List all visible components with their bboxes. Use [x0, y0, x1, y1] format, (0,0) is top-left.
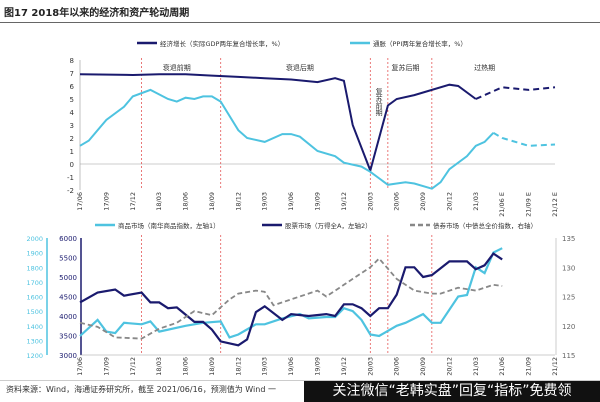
forecast-line: [475, 86, 556, 100]
watermark-banner: 关注微信“老韩实盘”回复“指标”免费领: [304, 381, 600, 402]
y-tick-label: 8: [70, 57, 74, 65]
x-tick-label: 18/06: [182, 357, 190, 376]
y-tick-label: 4: [70, 109, 75, 117]
y-tick-label-left2: 4000: [59, 313, 77, 321]
legend-label: 股票市场（万得全A，左轴2）: [285, 221, 372, 230]
y-tick-label: 3: [70, 122, 74, 130]
series-line: [79, 247, 503, 339]
x-tick-label: 17/06: [76, 357, 84, 376]
x-tick-label: 19/09: [314, 192, 322, 211]
x-tick-label: 17/06: [76, 192, 84, 211]
y-tick-label-right: 130: [562, 264, 575, 272]
x-tick-label: 17/12: [129, 357, 137, 376]
y-tick-label-left1: 1200: [26, 352, 43, 360]
y-tick-label-left2: 5500: [59, 255, 77, 263]
x-tick-label: 18/09: [208, 357, 216, 376]
series-line: [79, 88, 495, 190]
y-tick-label-left1: 1400: [26, 323, 43, 331]
series-line: [79, 257, 503, 340]
legend-label: 商品市场（南华商品指数，左轴1）: [118, 221, 220, 230]
x-tick-label: 20/03: [366, 192, 374, 211]
x-tick-label: 19/12: [340, 357, 348, 376]
y-tick-label: 1: [70, 148, 74, 156]
y-tick-label-left2: 5000: [59, 274, 77, 282]
y-tick-label: 7: [70, 70, 74, 78]
x-tick-label: 21/12 E: [551, 192, 559, 217]
x-tick-label: 21/09 E: [525, 192, 533, 217]
x-tick-label: 20/06: [393, 357, 401, 376]
x-tick-label: 21/06 E: [498, 192, 506, 217]
x-tick-label: 20/09: [419, 357, 427, 376]
x-tick-label: 21/09: [525, 357, 533, 376]
x-tick-label: 17/12: [129, 192, 137, 211]
figure-title: 图17 2018年以来的经济和资产轮动周期: [4, 8, 190, 19]
x-tick-label: 18/03: [155, 192, 163, 211]
x-tick-label: 19/03: [261, 192, 269, 211]
y-tick-label-right: 125: [562, 294, 575, 302]
x-tick-label: 17/09: [102, 357, 110, 376]
y-tick-label-left2: 3000: [59, 352, 77, 360]
source-note: 资料来源：Wind，海通证券研究所，截至 2021/06/16，预测值为 Win…: [6, 385, 276, 394]
x-tick-label: 18/06: [182, 192, 190, 211]
y-tick-label: -2: [67, 187, 74, 195]
series-line: [79, 73, 477, 174]
x-tick-label: 21/06: [498, 357, 506, 376]
x-tick-label: 18/03: [155, 357, 163, 376]
x-tick-label: 18/12: [234, 357, 242, 376]
x-tick-label: 19/09: [314, 357, 322, 376]
title-divider: [0, 22, 600, 23]
x-tick-label: 20/12: [445, 357, 453, 376]
x-tick-label: 19/06: [287, 357, 295, 376]
x-tick-label: 18/12: [234, 192, 242, 211]
x-tick-label: 20/06: [393, 192, 401, 211]
y-tick-label: 2: [70, 135, 74, 143]
x-tick-label: 21/03: [472, 357, 480, 376]
legend-label: 经济增长（实际GDP两年复合增长率，%）: [160, 39, 284, 48]
x-tick-label: 21/12: [551, 357, 559, 376]
y-tick-label-left2: 4500: [59, 294, 77, 302]
y-tick-label-left1: 1800: [26, 264, 43, 272]
y-tick-label-right: 115: [562, 352, 575, 360]
x-tick-label: 17/09: [102, 192, 110, 211]
x-tick-label: 20/09: [419, 192, 427, 211]
x-tick-label: 19/03: [261, 357, 269, 376]
x-tick-label: 20/03: [366, 357, 374, 376]
y-tick-label-left1: 1600: [26, 294, 43, 302]
y-tick-label-left1: 1300: [26, 337, 43, 345]
phase-label: 衰退前期: [163, 63, 191, 72]
x-tick-label: 19/12: [340, 192, 348, 211]
y-tick-label: 5: [70, 96, 74, 104]
series-line: [79, 252, 503, 347]
x-tick-label: 18/09: [208, 192, 216, 211]
y-tick-label-left1: 2000: [26, 235, 43, 243]
y-tick-label: -1: [67, 174, 74, 182]
phase-label: 复苏前期: [375, 87, 383, 117]
y-tick-label-right: 120: [562, 323, 575, 331]
legend-label: 通胀（PPI两年复合增长率，%）: [373, 39, 467, 48]
phase-label: 复苏后期: [391, 63, 419, 72]
x-tick-label: 20/12: [445, 192, 453, 211]
y-tick-label-left1: 1500: [26, 308, 43, 316]
legend-label: 债券市场（中债总全价指数，右轴）: [433, 221, 537, 230]
forecast-line: [492, 131, 556, 147]
y-tick-label: 0: [70, 161, 74, 169]
x-tick-label: 19/06: [287, 192, 295, 211]
y-tick-label-left2: 3500: [59, 333, 77, 341]
y-tick-label: 6: [70, 83, 75, 91]
phase-label: 过热期: [474, 63, 495, 72]
y-tick-label-right: 135: [562, 235, 575, 243]
y-tick-label-left2: 6000: [59, 235, 77, 243]
y-tick-label-left1: 1900: [26, 250, 43, 258]
x-tick-label: 21/03: [472, 192, 480, 211]
y-tick-label-left1: 1700: [26, 279, 43, 287]
phase-label: 衰退后期: [286, 63, 314, 72]
